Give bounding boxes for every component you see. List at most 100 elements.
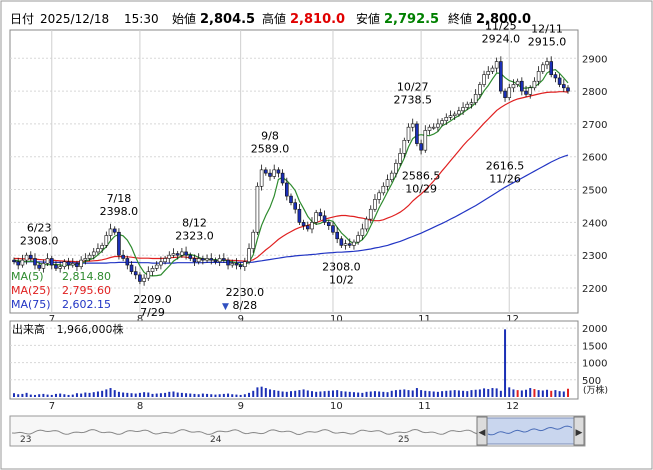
volume-bar — [361, 392, 364, 397]
candle-body — [213, 259, 218, 263]
navigator-label-23: 23 — [20, 435, 31, 445]
candle-body — [100, 245, 104, 249]
annotation-value: 2738.5 — [393, 93, 432, 106]
candle — [528, 85, 533, 99]
navigator-selection-line — [487, 425, 573, 436]
navigator-right-handle[interactable]: ▶ — [573, 416, 585, 446]
volume-tick-label: 1000 — [582, 359, 607, 370]
price-tick-label: 2800 — [582, 87, 607, 98]
candle — [247, 243, 251, 265]
candle — [276, 167, 281, 178]
volume-bar — [290, 391, 292, 397]
volume-bar — [357, 392, 360, 397]
candle-body — [314, 212, 318, 223]
candle-body — [461, 107, 465, 112]
volume-bar — [441, 391, 444, 397]
price-annotations: 6/232308.07/182398.07/292209.08/122323.0… — [20, 19, 566, 319]
volume-bar — [168, 391, 171, 397]
candle — [138, 272, 142, 285]
candle — [293, 198, 297, 214]
volume-bar — [394, 390, 397, 397]
volume-bar — [352, 392, 355, 397]
volume-bar — [365, 391, 368, 397]
volume-bar — [130, 393, 133, 397]
candle — [272, 164, 277, 180]
candle — [503, 88, 507, 102]
candle — [238, 262, 243, 270]
volume-bar — [285, 391, 288, 397]
candle — [469, 98, 474, 109]
range-navigator[interactable]: ◀ ▶ 23 24 25 — [9, 415, 586, 447]
ma5-legend-label: MA(5) — [11, 270, 44, 283]
volume-bar — [520, 390, 523, 397]
navigator-selection[interactable] — [485, 417, 575, 445]
volume-bar — [101, 390, 104, 397]
volume-bar — [239, 394, 242, 397]
volume-bar — [151, 393, 154, 397]
volume-bar — [109, 388, 112, 397]
candle-body — [419, 143, 423, 151]
candle — [473, 89, 478, 106]
volume-bar — [399, 389, 402, 397]
volume-bar — [424, 390, 427, 397]
candle — [457, 106, 461, 117]
volume-bar — [59, 393, 62, 397]
volume-bar — [373, 391, 376, 397]
volume-bar — [252, 390, 255, 397]
volume-bar — [218, 394, 221, 397]
volume-bar — [42, 393, 45, 397]
candle — [213, 257, 218, 265]
candle-body — [33, 258, 37, 266]
candle — [251, 229, 256, 253]
candle — [301, 219, 306, 230]
candle — [117, 228, 121, 260]
candle — [104, 231, 109, 248]
navigator-left-handle[interactable]: ◀ — [476, 416, 488, 446]
candle — [486, 66, 491, 79]
volume-bar — [84, 392, 87, 397]
month-tick-label: 9 — [238, 314, 244, 325]
chevron-left-icon: ◀ — [479, 428, 486, 438]
candle-body — [163, 258, 167, 263]
candle-body — [112, 228, 117, 233]
candle-body — [503, 90, 507, 98]
volume-bar — [344, 391, 347, 397]
candle-body — [457, 110, 461, 115]
candle — [549, 56, 554, 78]
candle — [360, 223, 365, 240]
candle-body — [326, 222, 331, 226]
candle-body — [347, 243, 352, 246]
volume-bar — [453, 390, 456, 397]
candle — [402, 137, 407, 158]
candle — [259, 164, 264, 191]
annotation-value: 2398.0 — [100, 205, 139, 218]
volume-bar — [50, 394, 53, 397]
candle-body — [331, 225, 335, 233]
price-tick-label: 2500 — [582, 186, 607, 197]
annotation-date: 12/11 — [531, 22, 563, 35]
annotation-date: 10/29 — [405, 182, 437, 195]
price-tick-label: 2300 — [582, 251, 607, 262]
candle — [444, 113, 449, 125]
candle — [339, 236, 344, 248]
candle — [108, 223, 113, 240]
volume-bar — [508, 387, 511, 397]
candle — [297, 203, 302, 226]
volume-bar — [273, 390, 276, 397]
close-value: 2,800.0 — [476, 12, 531, 27]
volume-bar — [231, 394, 234, 397]
volume-bar — [176, 392, 179, 397]
annotation-date: 11/25 — [485, 19, 517, 32]
candle-body — [562, 84, 566, 89]
svg-text:日付 2025/12/18 15:30: 日付 2025/12/18 15:30 始値 2,804.5 高値 2,810.… — [10, 11, 531, 27]
annotation-date: 8/12 — [182, 217, 207, 230]
candle — [167, 251, 172, 263]
candle — [465, 101, 470, 111]
candle-body — [175, 253, 180, 256]
candle — [58, 261, 62, 273]
volume-month-tick-label: 9 — [238, 401, 244, 412]
ma25-line — [14, 91, 569, 263]
candle — [175, 250, 180, 260]
candle-body — [125, 258, 130, 266]
